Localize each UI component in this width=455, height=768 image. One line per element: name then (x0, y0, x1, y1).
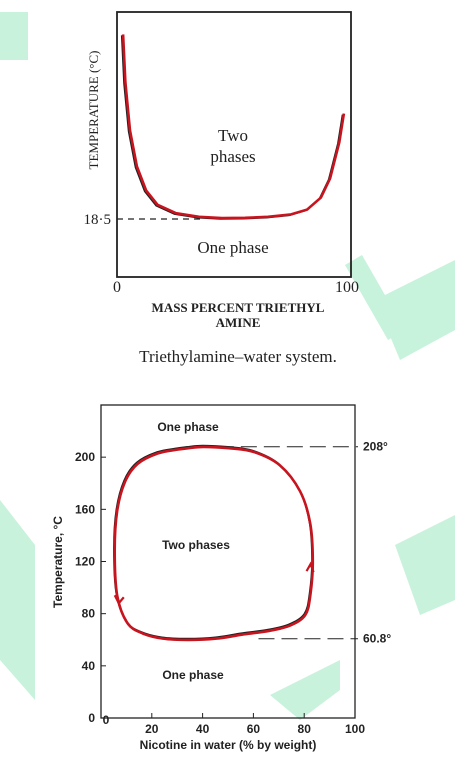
direction-arrow (305, 561, 315, 573)
x-tick-label: 100 (345, 722, 365, 736)
region-label-two-phases: Two phases (162, 538, 230, 552)
x-tick-label: 0 (103, 713, 110, 727)
y-tick-label: 120 (75, 555, 95, 569)
y-ticks: 0 40 80 120 160 200 (75, 450, 106, 725)
chart-caption: Triethylamine–water system. (139, 347, 337, 366)
region-label-one-phase-bottom: One phase (162, 668, 224, 682)
x-tick-label: 40 (196, 722, 210, 736)
reference-label-60-8: 60.8° (363, 632, 391, 646)
x-ticks: 0 20 40 60 80 100 (100, 713, 365, 736)
x-axis-label-line-1: MASS PERCENT TRIETHYL (152, 300, 325, 315)
phase-boundary-trace (113, 445, 315, 642)
y-axis-label: Temperature, °C (51, 516, 65, 608)
watermark-shape (375, 260, 455, 360)
y-tick-label: 200 (75, 450, 95, 464)
y-tick-label: 80 (82, 607, 96, 621)
watermark-shape (270, 660, 340, 720)
y-tick-label: 160 (75, 502, 95, 516)
plot-frame (100, 404, 356, 719)
x-tick-label: 80 (298, 722, 312, 736)
y-axis-label: TEMPERATURE (°C) (86, 51, 101, 170)
x-tick-label: 0 (113, 279, 121, 296)
plot-frame (116, 11, 352, 278)
watermark-shape (0, 12, 28, 60)
x-tick-label: 100 (335, 279, 359, 296)
triethylamine-chart: 18·5 0 100 TEMPERATURE (°C) MASS PERCENT… (84, 11, 359, 366)
x-tick-label: 20 (145, 722, 159, 736)
direction-arrow (113, 594, 125, 606)
watermark-shape (0, 500, 35, 700)
watermark-shapes (0, 12, 455, 720)
region-label-phases: phases (210, 147, 255, 166)
reference-label-208: 208° (363, 440, 388, 454)
region-label-one-phase-top: One phase (157, 420, 219, 434)
x-axis-label-line-2: AMINE (216, 315, 261, 330)
y-tick-label: 0 (88, 711, 95, 725)
phase-boundary-trace (121, 34, 346, 220)
x-tick-label: 60 (247, 722, 261, 736)
region-label-one-phase: One phase (197, 238, 268, 257)
watermark-shape (395, 515, 455, 615)
nicotine-water-chart: 0 40 80 120 160 200 0 20 40 60 80 100 208° 60.8° T… (51, 404, 391, 752)
x-axis-label: Nicotine in water (% by weight) (140, 738, 317, 752)
region-label-two: Two (218, 126, 248, 145)
y-tick-label: 40 (82, 659, 96, 673)
y-tick-label: 18·5 (84, 212, 112, 228)
